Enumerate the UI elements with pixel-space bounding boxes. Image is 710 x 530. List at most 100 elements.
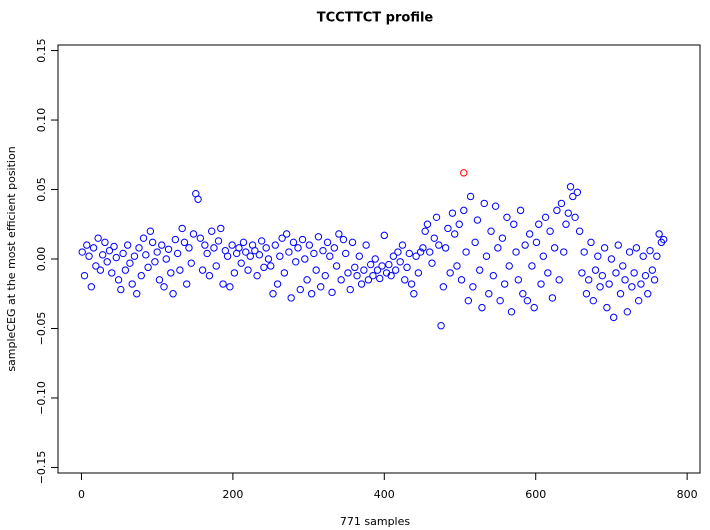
point bbox=[419, 244, 427, 252]
x-tick-label: 800 bbox=[677, 488, 698, 501]
point bbox=[485, 290, 493, 298]
point bbox=[296, 285, 304, 294]
point bbox=[276, 252, 284, 260]
point bbox=[326, 252, 334, 260]
point bbox=[289, 238, 298, 247]
point bbox=[244, 266, 252, 274]
y-tick-label: −0.05 bbox=[35, 312, 48, 346]
point bbox=[235, 244, 243, 252]
point bbox=[239, 238, 248, 247]
point bbox=[287, 294, 295, 302]
point bbox=[451, 230, 459, 238]
point bbox=[489, 271, 498, 280]
point bbox=[294, 244, 302, 252]
point bbox=[123, 241, 132, 249]
point bbox=[455, 220, 463, 228]
point bbox=[648, 266, 657, 274]
point bbox=[396, 258, 404, 266]
point bbox=[160, 283, 168, 291]
point bbox=[496, 296, 504, 305]
point bbox=[257, 237, 266, 245]
point bbox=[319, 246, 327, 255]
point bbox=[530, 303, 538, 312]
point bbox=[582, 290, 591, 298]
point bbox=[167, 269, 175, 277]
point bbox=[285, 248, 293, 256]
point bbox=[544, 269, 552, 277]
point bbox=[162, 255, 170, 263]
point bbox=[630, 269, 638, 277]
point bbox=[473, 216, 482, 224]
point bbox=[339, 235, 348, 244]
point bbox=[535, 220, 543, 228]
point bbox=[135, 244, 143, 252]
point bbox=[112, 253, 120, 262]
point bbox=[362, 241, 370, 249]
point bbox=[500, 280, 509, 288]
point bbox=[198, 266, 207, 274]
point bbox=[194, 195, 202, 203]
point bbox=[373, 266, 382, 274]
point bbox=[328, 288, 336, 297]
point bbox=[158, 241, 166, 249]
point bbox=[446, 269, 454, 277]
point bbox=[475, 266, 484, 274]
point bbox=[128, 280, 136, 288]
point bbox=[510, 220, 518, 228]
point bbox=[521, 241, 529, 249]
x-axis-label: 771 samples bbox=[340, 515, 410, 528]
point bbox=[253, 271, 261, 280]
point bbox=[594, 252, 602, 260]
point bbox=[80, 271, 89, 280]
point bbox=[169, 290, 177, 298]
point bbox=[130, 252, 139, 260]
point bbox=[301, 255, 309, 263]
point bbox=[539, 252, 547, 260]
point bbox=[214, 237, 223, 245]
point bbox=[280, 269, 289, 277]
point bbox=[650, 276, 659, 284]
point bbox=[321, 271, 329, 280]
point bbox=[437, 322, 445, 330]
point bbox=[466, 192, 475, 201]
y-tick-label: −0.10 bbox=[35, 381, 48, 415]
point bbox=[351, 263, 359, 272]
y-tick-label: 0.15 bbox=[35, 38, 48, 63]
point bbox=[482, 252, 491, 260]
point bbox=[605, 280, 613, 288]
point bbox=[407, 280, 416, 288]
point bbox=[205, 271, 214, 280]
point bbox=[323, 238, 332, 247]
point bbox=[387, 271, 395, 280]
point bbox=[512, 248, 520, 256]
point bbox=[98, 251, 107, 259]
point bbox=[210, 244, 218, 252]
point bbox=[151, 258, 159, 266]
point bbox=[550, 244, 559, 252]
point bbox=[217, 224, 225, 233]
point bbox=[564, 209, 572, 217]
point bbox=[176, 266, 184, 274]
point bbox=[430, 234, 438, 242]
point bbox=[180, 238, 189, 247]
point bbox=[532, 238, 541, 247]
point bbox=[348, 238, 357, 247]
point bbox=[653, 252, 661, 260]
point bbox=[207, 227, 216, 235]
point bbox=[432, 213, 441, 222]
point bbox=[646, 246, 654, 255]
point bbox=[587, 238, 595, 247]
point bbox=[83, 241, 91, 249]
point bbox=[196, 234, 205, 242]
point bbox=[541, 213, 550, 222]
point bbox=[303, 276, 311, 284]
point bbox=[305, 241, 314, 249]
point bbox=[403, 263, 411, 272]
point bbox=[560, 248, 568, 256]
point bbox=[634, 296, 643, 305]
point bbox=[260, 263, 268, 272]
point bbox=[553, 206, 561, 215]
point bbox=[346, 285, 354, 294]
point bbox=[444, 224, 452, 233]
